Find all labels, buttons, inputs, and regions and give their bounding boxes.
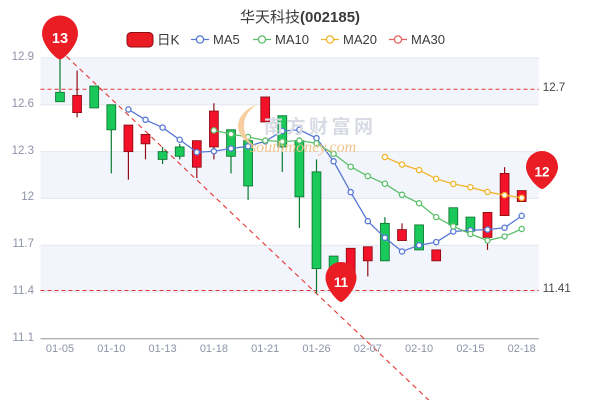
svg-text:MA20: MA20 bbox=[343, 32, 377, 47]
svg-text:southmoney.com: southmoney.com bbox=[250, 139, 356, 156]
svg-text:南方财富网: 南方财富网 bbox=[264, 115, 377, 138]
svg-text:日K: 日K bbox=[157, 33, 180, 48]
svg-text:MA10: MA10 bbox=[275, 32, 309, 47]
svg-text:MA5: MA5 bbox=[213, 32, 240, 47]
svg-text:MA30: MA30 bbox=[411, 32, 445, 47]
